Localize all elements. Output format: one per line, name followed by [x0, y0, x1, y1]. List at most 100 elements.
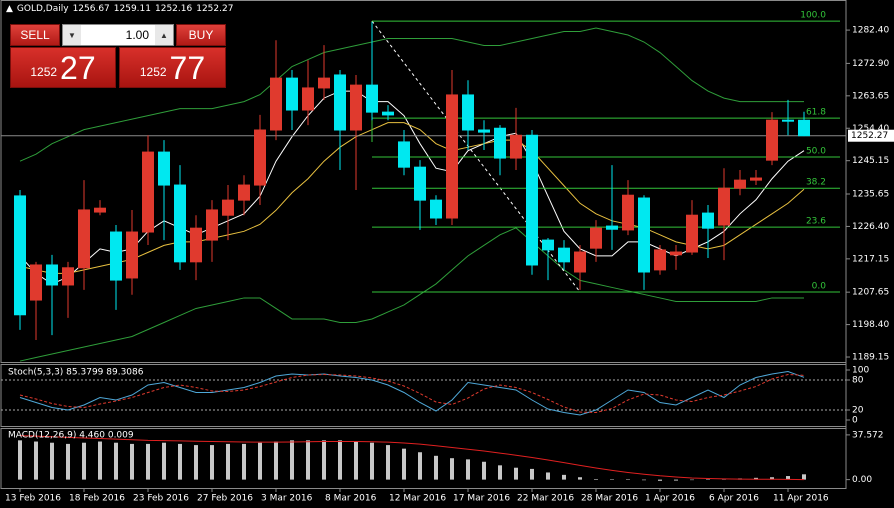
- x-tick-label: 28 Mar 2016: [581, 494, 638, 504]
- fib-label: 50.0: [806, 147, 826, 157]
- chart-header: ▲ GOLD,Daily 1256.67 1259.11 1252.16 1252.27: [6, 4, 237, 14]
- histogram-bar: [210, 445, 214, 480]
- x-tick-label: 22 Mar 2016: [517, 494, 574, 504]
- candle-body: [766, 119, 778, 161]
- candle-body: [366, 84, 378, 113]
- candle-body: [302, 87, 314, 111]
- symbol: GOLD,Daily: [16, 4, 69, 14]
- x-tick-label: 3 Mar 2016: [261, 494, 313, 504]
- last-price-box: [848, 129, 894, 142]
- candle-body: [190, 227, 202, 263]
- y-tick-label: 1272.90: [852, 59, 889, 69]
- indicator-line: [19, 227, 804, 362]
- ask-price[interactable]: 1252 77: [119, 47, 226, 88]
- x-tick-label: 27 Feb 2016: [197, 494, 253, 504]
- candle-body: [462, 94, 474, 131]
- y-tick-label: 1263.65: [852, 91, 889, 101]
- sell-button[interactable]: SELL: [10, 24, 60, 46]
- y-tick-label: 1207.65: [852, 288, 889, 298]
- x-tick-label: 8 Mar 2016: [325, 494, 377, 504]
- y-tick-label: 1235.65: [852, 189, 889, 199]
- candle-body: [654, 249, 666, 271]
- volume-down[interactable]: ▼: [63, 25, 81, 45]
- candle-body: [254, 129, 266, 186]
- bid-price[interactable]: 1252 27: [10, 47, 116, 88]
- candle-body: [606, 225, 618, 230]
- candle-body: [750, 177, 762, 181]
- x-tick-label: 23 Feb 2016: [133, 494, 189, 504]
- candle-body: [478, 129, 490, 133]
- candle-body: [158, 151, 170, 186]
- candle-body: [622, 194, 634, 231]
- signal-line: [19, 435, 805, 481]
- y-tick-label: 0: [852, 416, 858, 426]
- histogram-bar: [114, 442, 118, 480]
- histogram-bar: [178, 443, 182, 480]
- histogram-bar: [434, 455, 438, 480]
- candle-body: [734, 179, 746, 189]
- candle-body: [702, 212, 714, 229]
- y-tick-label: 0.00: [852, 475, 872, 485]
- bid-prefix: 1252: [30, 65, 58, 79]
- histogram-bar: [658, 479, 662, 481]
- buy-button[interactable]: BUY: [176, 24, 226, 46]
- histogram-bar: [482, 461, 486, 480]
- x-tick-label: 1 Apr 2016: [645, 494, 695, 504]
- candle-body: [494, 127, 506, 159]
- candle-body: [46, 264, 58, 286]
- histogram-bar: [610, 479, 614, 480]
- ask-prefix: 1252: [139, 65, 167, 79]
- histogram-bar: [706, 479, 710, 480]
- histogram-bar: [466, 459, 470, 480]
- candle-body: [110, 231, 122, 281]
- indicator-line: [19, 27, 804, 162]
- histogram-bar: [786, 476, 790, 480]
- candle-body: [670, 251, 682, 256]
- volume-up[interactable]: ▲: [155, 25, 173, 45]
- candle-body: [446, 94, 458, 219]
- x-tick-label: 17 Mar 2016: [453, 494, 510, 504]
- indicator-line: [19, 122, 805, 274]
- histogram-bar: [674, 479, 678, 481]
- y-tick-label: 1189.15: [852, 353, 889, 363]
- fib-label: 0.0: [812, 281, 827, 291]
- candle-body: [510, 134, 522, 159]
- histogram-bar: [242, 443, 246, 480]
- y-tick-label: 1198.40: [852, 320, 889, 330]
- histogram-bar: [546, 472, 550, 480]
- histogram-bar: [386, 445, 390, 480]
- histogram-bar: [770, 477, 774, 480]
- histogram-bar: [306, 440, 310, 480]
- volume-input[interactable]: ▼ 1.00 ▲: [62, 24, 174, 46]
- histogram-bar: [18, 440, 22, 480]
- candle-body: [414, 166, 426, 201]
- oscillator-line: [19, 373, 805, 414]
- oscillator-line: [19, 370, 805, 416]
- y-tick-label: 100: [852, 366, 869, 376]
- candle-body: [126, 231, 138, 279]
- histogram-bar: [514, 467, 518, 480]
- candle-body: [398, 141, 410, 168]
- y-tick-label: 1217.15: [852, 254, 889, 264]
- candle-body: [286, 77, 298, 111]
- candle-body: [350, 84, 362, 131]
- histogram-bar: [258, 442, 262, 480]
- x-tick-label: 11 Apr 2016: [773, 494, 829, 504]
- histogram-bar: [562, 474, 566, 480]
- candle-body: [798, 119, 810, 137]
- y-tick-label: 1245.15: [852, 156, 889, 166]
- volume-value: 1.00: [125, 28, 149, 42]
- histogram-bar: [418, 452, 422, 480]
- candle-body: [526, 134, 538, 266]
- histogram-bar: [802, 474, 806, 480]
- ask-big: 77: [169, 50, 206, 86]
- candle-body: [334, 74, 346, 131]
- histogram-bar: [754, 477, 758, 480]
- fib-label: 100.0: [800, 11, 826, 21]
- candle-body: [318, 77, 330, 89]
- low: 1252.16: [155, 4, 193, 14]
- histogram-bar: [162, 442, 166, 480]
- candle-body: [78, 209, 90, 269]
- histogram-bar: [34, 441, 38, 480]
- candle-body: [174, 184, 186, 263]
